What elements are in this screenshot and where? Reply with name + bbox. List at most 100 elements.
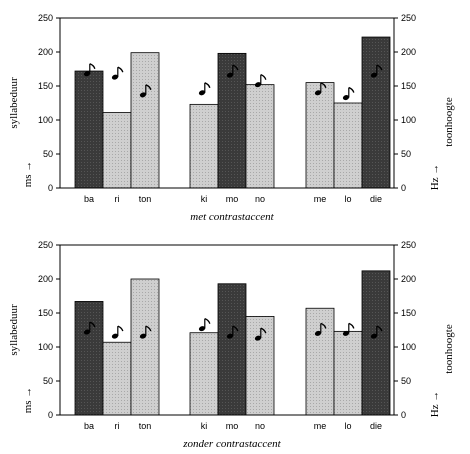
bar-die xyxy=(361,36,391,189)
bar-lo xyxy=(333,102,363,189)
left-tick-label: 150 xyxy=(38,81,53,91)
left-tick-label: 50 xyxy=(43,376,53,386)
category-label: die xyxy=(370,194,382,204)
category-label: ba xyxy=(84,194,94,204)
pitch-note-icon xyxy=(342,86,355,101)
right-tick-label: 50 xyxy=(401,376,411,386)
pitch-note-icon xyxy=(370,64,383,78)
right-axis-ticks: 0 50 100 150 200 250 xyxy=(394,13,416,193)
category-label: ki xyxy=(201,194,208,204)
category-label: ki xyxy=(201,421,208,431)
bar-no xyxy=(245,315,275,416)
right-tick-label: 0 xyxy=(401,183,406,193)
right-axis-unit: Hz → xyxy=(429,164,441,191)
category-label: me xyxy=(314,194,327,204)
pitch-note-icon xyxy=(198,317,211,332)
category-label: ri xyxy=(115,194,120,204)
left-axis-label: syllabeduur xyxy=(8,304,20,356)
right-tick-label: 250 xyxy=(401,240,416,250)
right-axis-ticks: 0 50 100 150 200 250 xyxy=(394,240,416,420)
bar-no xyxy=(245,84,275,189)
pitch-note-icon xyxy=(139,325,152,339)
right-tick-label: 150 xyxy=(401,308,416,318)
pitch-note-icon xyxy=(198,82,211,96)
category-labels: ba ri ton ki mo no me lo die xyxy=(84,194,382,204)
category-label: me xyxy=(314,421,327,431)
bar-group xyxy=(74,36,391,189)
category-label: mo xyxy=(226,194,239,204)
right-axis-label: toonhoogte xyxy=(443,324,455,374)
category-label: lo xyxy=(344,194,351,204)
right-tick-label: 0 xyxy=(401,410,406,420)
pitch-note-icon xyxy=(111,66,124,80)
bar-ton xyxy=(130,52,160,189)
bar-ki xyxy=(189,103,219,189)
bar-die xyxy=(361,270,391,416)
bar-ri xyxy=(102,112,132,189)
right-tick-label: 100 xyxy=(401,342,416,352)
pitch-note-icon xyxy=(83,63,96,77)
left-tick-label: 0 xyxy=(48,410,53,420)
right-axis-label: toonhoogte xyxy=(443,97,455,147)
left-tick-label: 250 xyxy=(38,240,53,250)
chart-title: zonder contrastaccent xyxy=(182,438,281,450)
left-tick-label: 100 xyxy=(38,115,53,125)
pitch-note-icon xyxy=(314,322,327,336)
pitch-note-icon xyxy=(226,64,239,78)
category-labels: ba ri ton ki mo no me lo die xyxy=(84,421,382,431)
right-tick-label: 250 xyxy=(401,13,416,23)
right-tick-label: 200 xyxy=(401,47,416,57)
bar-group xyxy=(74,270,391,416)
category-label: ton xyxy=(139,194,152,204)
category-label: lo xyxy=(344,421,351,431)
pitch-note-icon xyxy=(254,73,267,88)
left-axis-label: syllabeduur xyxy=(8,77,20,129)
chart-panel-with-contrast: 0 50 100 150 200 250 0 50 100 150 200 250 ba ri ton k… xyxy=(8,13,455,223)
left-tick-label: 50 xyxy=(43,149,53,159)
bar-me xyxy=(305,307,335,416)
pitch-note-icon xyxy=(370,325,383,339)
category-label: ri xyxy=(115,421,120,431)
bar-ton xyxy=(130,278,160,416)
left-tick-label: 150 xyxy=(38,308,53,318)
category-label: no xyxy=(255,194,265,204)
pitch-note-icon xyxy=(342,322,355,336)
chart-panel-without-contrast: 0 50 100 150 200 250 0 50 100 150 200 250 ba ri ton k… xyxy=(8,240,455,450)
left-axis-unit: ms → xyxy=(22,161,34,188)
left-axis-ticks: 0 50 100 150 200 250 xyxy=(38,13,60,193)
right-tick-label: 100 xyxy=(401,115,416,125)
left-tick-label: 200 xyxy=(38,47,53,57)
category-label: ba xyxy=(84,421,94,431)
left-tick-label: 250 xyxy=(38,13,53,23)
pitch-note-icon xyxy=(314,82,327,96)
bar-ki xyxy=(189,332,219,416)
bar-me xyxy=(305,82,335,189)
right-tick-label: 150 xyxy=(401,81,416,91)
chart-title: met contrastaccent xyxy=(190,211,274,223)
left-axis-unit: ms → xyxy=(22,387,34,414)
plot-frame xyxy=(59,17,395,189)
category-label: ton xyxy=(139,421,152,431)
category-label: no xyxy=(255,421,265,431)
category-label: die xyxy=(370,421,382,431)
bar-mo xyxy=(217,283,247,416)
bar-ba xyxy=(74,70,104,189)
pitch-note-icon xyxy=(83,321,96,335)
left-tick-label: 200 xyxy=(38,274,53,284)
pitch-note-group xyxy=(83,63,383,101)
left-tick-label: 100 xyxy=(38,342,53,352)
bar-ba xyxy=(74,301,104,416)
pitch-note-icon xyxy=(226,325,239,339)
bar-ri xyxy=(102,341,132,416)
left-tick-label: 0 xyxy=(48,183,53,193)
bar-lo xyxy=(333,330,363,416)
pitch-note-icon xyxy=(254,327,267,341)
category-label: mo xyxy=(226,421,239,431)
right-tick-label: 50 xyxy=(401,149,411,159)
pitch-note-icon xyxy=(111,325,124,339)
right-axis-unit: Hz → xyxy=(429,391,441,418)
left-axis-ticks: 0 50 100 150 200 250 xyxy=(38,240,60,420)
pitch-note-group xyxy=(83,317,383,341)
pitch-note-icon xyxy=(139,84,152,98)
